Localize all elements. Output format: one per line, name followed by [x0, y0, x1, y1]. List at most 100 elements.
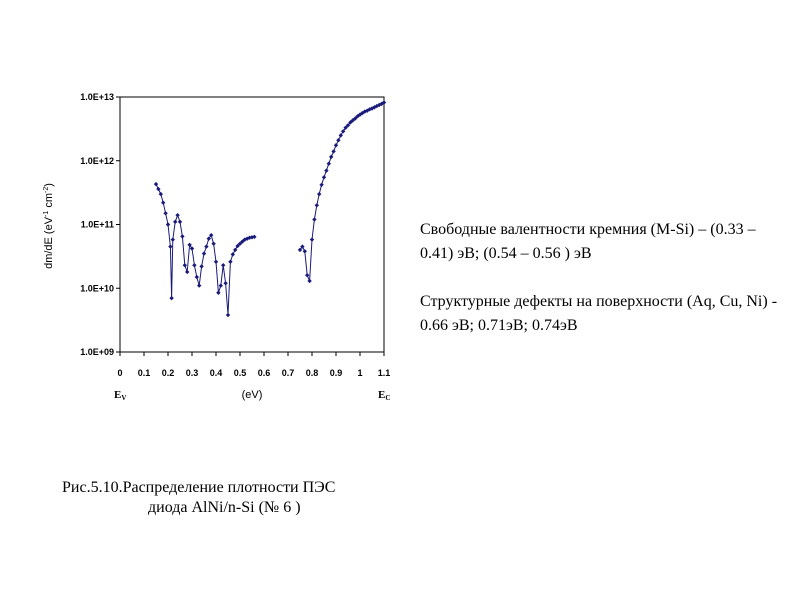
data-point-s1-17 — [338, 133, 343, 138]
data-point-s0-13 — [182, 262, 187, 268]
data-point-s1-5 — [309, 237, 315, 242]
x-axis-ticks: 0 0.1 0.2 0.3 0.4 0.5 0.6 0.7 0.8 0.9 1 1.1 — [117, 352, 390, 378]
x-tick-label-3: 0.3 — [186, 368, 199, 378]
data-point-s1-14 — [331, 149, 336, 154]
x-tick-label-10: 1 — [357, 368, 362, 378]
y-tick-label-2: 1.0E+11 — [81, 220, 114, 230]
data-point-s1-10 — [321, 175, 327, 180]
y-tick-label-1: 1.0E+12 — [80, 156, 114, 166]
data-point-s0-0 — [153, 181, 159, 187]
y-axis-ticks: 1.0E+13 1.0E+12 1.0E+11 1.0E+10 1.0E+09 — [80, 92, 120, 357]
data-point-s1-13 — [329, 154, 334, 160]
band-label-1: EC — [378, 389, 390, 402]
data-point-s1-18 — [341, 129, 346, 134]
data-point-s0-17 — [192, 262, 197, 268]
data-point-s0-8 — [170, 237, 175, 242]
data-point-s0-4 — [163, 211, 168, 216]
series-line-0 — [155, 183, 255, 316]
data-point-s0-2 — [158, 191, 163, 197]
data-point-s0-25 — [211, 241, 216, 246]
series-lines — [155, 102, 385, 316]
data-point-s0-19 — [197, 283, 202, 288]
data-point-s1-35 — [381, 100, 387, 105]
data-point-s0-12 — [180, 234, 185, 239]
data-point-s1-8 — [317, 191, 322, 197]
x-tick-label-6: 0.6 — [258, 368, 271, 378]
data-point-s0-23 — [206, 236, 211, 241]
x-tick-label-9: 0.9 — [330, 368, 343, 378]
data-point-s1-25 — [357, 112, 363, 117]
x-tick-label-4: 0.4 — [210, 368, 223, 378]
data-point-s0-3 — [161, 200, 166, 205]
x-tick-label-1: 0.1 — [138, 368, 151, 378]
series-points — [153, 100, 387, 318]
data-point-s0-14 — [185, 269, 190, 275]
x-axis-label: (eV) — [242, 389, 263, 401]
data-point-s0-42 — [252, 234, 257, 240]
data-point-s0-11 — [177, 219, 183, 225]
data-point-s1-9 — [319, 182, 324, 187]
data-point-s1-1 — [300, 244, 305, 249]
data-point-s1-2 — [302, 249, 307, 254]
data-point-s0-29 — [221, 262, 226, 268]
data-point-s0-1 — [156, 186, 161, 192]
data-point-s0-18 — [194, 274, 199, 280]
data-point-s0-9 — [173, 219, 178, 225]
x-tick-label-8: 0.8 — [306, 368, 319, 378]
annotation-notes: Свободные валентности кремния (М-Si) – (… — [420, 218, 790, 362]
data-point-s0-6 — [168, 244, 173, 249]
data-point-s0-33 — [230, 252, 235, 257]
note-free-valences: Свободные валентности кремния (М-Si) – (… — [420, 221, 756, 262]
x-tick-label-7: 0.7 — [282, 368, 295, 378]
data-point-s1-32 — [374, 103, 379, 109]
data-point-s0-22 — [204, 244, 209, 249]
data-point-s1-21 — [348, 120, 353, 125]
data-point-s0-34 — [233, 247, 238, 253]
data-point-s1-6 — [312, 217, 317, 222]
caption-line-1: Рис.5.10.Распределение плотности ПЭС — [62, 479, 336, 496]
data-point-s1-12 — [326, 161, 331, 166]
data-point-s0-21 — [201, 251, 207, 256]
data-point-s0-36 — [237, 241, 243, 246]
series-line-1 — [299, 102, 385, 282]
data-point-s0-7 — [169, 295, 174, 301]
data-point-s0-26 — [213, 259, 219, 264]
data-point-s1-7 — [314, 203, 319, 208]
data-point-s0-32 — [228, 259, 233, 264]
data-point-s1-0 — [297, 247, 303, 253]
x-tick-label-2: 0.2 — [162, 368, 175, 378]
data-point-s1-4 — [307, 278, 312, 284]
caption-line-2: диода AlNi/n-Si (№ 6 ) — [148, 499, 301, 516]
data-point-s0-27 — [216, 290, 221, 295]
y-tick-label-4: 1.0E+09 — [80, 347, 114, 357]
y-axis-label: dm/dE (eV-1 cm-2) — [43, 183, 55, 269]
data-point-s1-23 — [353, 116, 358, 121]
data-point-s0-20 — [199, 264, 204, 269]
band-label-0: EV — [114, 389, 126, 402]
data-point-s1-3 — [305, 273, 310, 278]
y-tick-label-0: 1.0E+13 — [80, 92, 114, 102]
x-tick-label-0: 0 — [117, 368, 122, 378]
data-point-s0-5 — [165, 222, 171, 227]
data-point-s1-26 — [360, 110, 365, 116]
data-point-s0-35 — [235, 243, 240, 249]
plot-area — [119, 96, 385, 353]
note-structural-defects: Структурные дефекты на поверхности (Aq, … — [420, 293, 778, 334]
data-point-s1-20 — [345, 123, 351, 128]
data-point-s1-16 — [336, 138, 341, 143]
data-point-s0-24 — [209, 232, 214, 238]
data-point-s0-10 — [175, 212, 180, 218]
band-labels: EV EC — [114, 389, 390, 402]
data-point-s0-16 — [189, 246, 195, 251]
data-point-s1-15 — [333, 143, 339, 148]
data-point-s1-11 — [324, 168, 329, 173]
x-tick-label-5: 0.5 — [234, 368, 247, 378]
y-tick-label-3: 1.0E+10 — [80, 283, 114, 293]
data-point-s1-19 — [343, 125, 348, 130]
data-point-s0-30 — [223, 281, 228, 286]
figure-caption: Рис.5.10.Распределение плотности ПЭС дио… — [62, 478, 422, 518]
data-point-s0-28 — [218, 283, 223, 288]
data-point-s0-15 — [187, 242, 192, 248]
x-tick-label-11: 1.1 — [378, 368, 391, 378]
